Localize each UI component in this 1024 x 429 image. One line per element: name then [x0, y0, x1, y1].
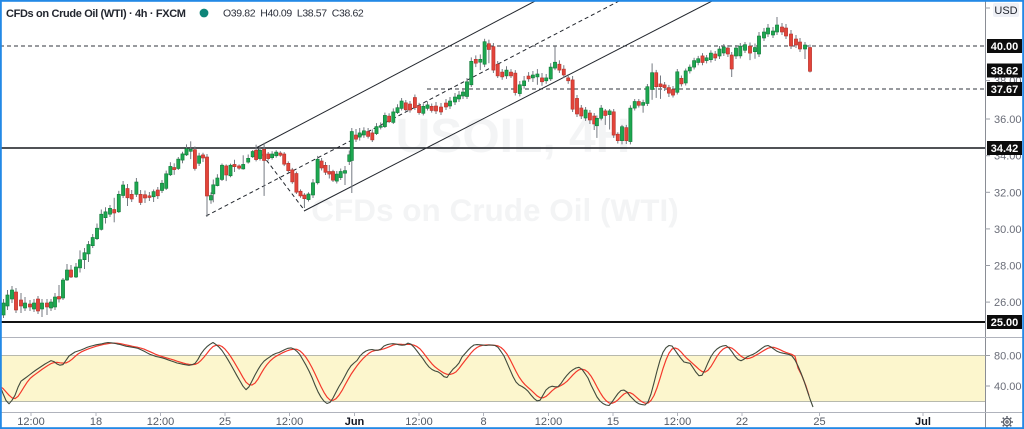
svg-text:Jul: Jul: [915, 416, 931, 428]
svg-text:12:00: 12:00: [405, 416, 433, 428]
svg-text:25: 25: [813, 416, 825, 428]
svg-text:12:00: 12:00: [535, 416, 563, 428]
svg-text:12:00: 12:00: [17, 416, 45, 428]
svg-text:22: 22: [736, 416, 748, 428]
svg-text:34.42: 34.42: [991, 143, 1019, 155]
svg-text:38.62: 38.62: [991, 66, 1019, 78]
svg-text:CFDs on Crude Oil (WTI) · 4h ·: CFDs on Crude Oil (WTI) · 4h · FXCM: [6, 8, 186, 20]
svg-text:12:00: 12:00: [664, 416, 692, 428]
svg-text:CFDs on Crude Oil (WTI): CFDs on Crude Oil (WTI): [311, 192, 678, 228]
svg-text:25.00: 25.00: [991, 317, 1019, 329]
svg-text:40.00: 40.00: [994, 381, 1022, 393]
svg-text:18: 18: [90, 416, 102, 428]
svg-text:8: 8: [480, 416, 486, 428]
svg-text:36.00: 36.00: [994, 114, 1022, 126]
svg-text:25: 25: [219, 416, 231, 428]
svg-text:32.00: 32.00: [994, 187, 1022, 199]
svg-text:26.00: 26.00: [994, 297, 1022, 309]
svg-text:28.00: 28.00: [994, 261, 1022, 273]
svg-text:12:00: 12:00: [276, 416, 304, 428]
svg-text:40.00: 40.00: [991, 41, 1019, 53]
svg-text:12:00: 12:00: [147, 416, 175, 428]
svg-text:30.00: 30.00: [994, 224, 1022, 236]
svg-text:80.00: 80.00: [994, 351, 1022, 363]
svg-text:15: 15: [607, 416, 619, 428]
svg-text:37.67: 37.67: [991, 84, 1019, 96]
svg-text:Jun: Jun: [345, 416, 365, 428]
svg-text:USD: USD: [994, 5, 1017, 17]
svg-text:O39.82 H40.09 L38.57 C38.62: O39.82 H40.09 L38.57 C38.62: [223, 8, 364, 20]
